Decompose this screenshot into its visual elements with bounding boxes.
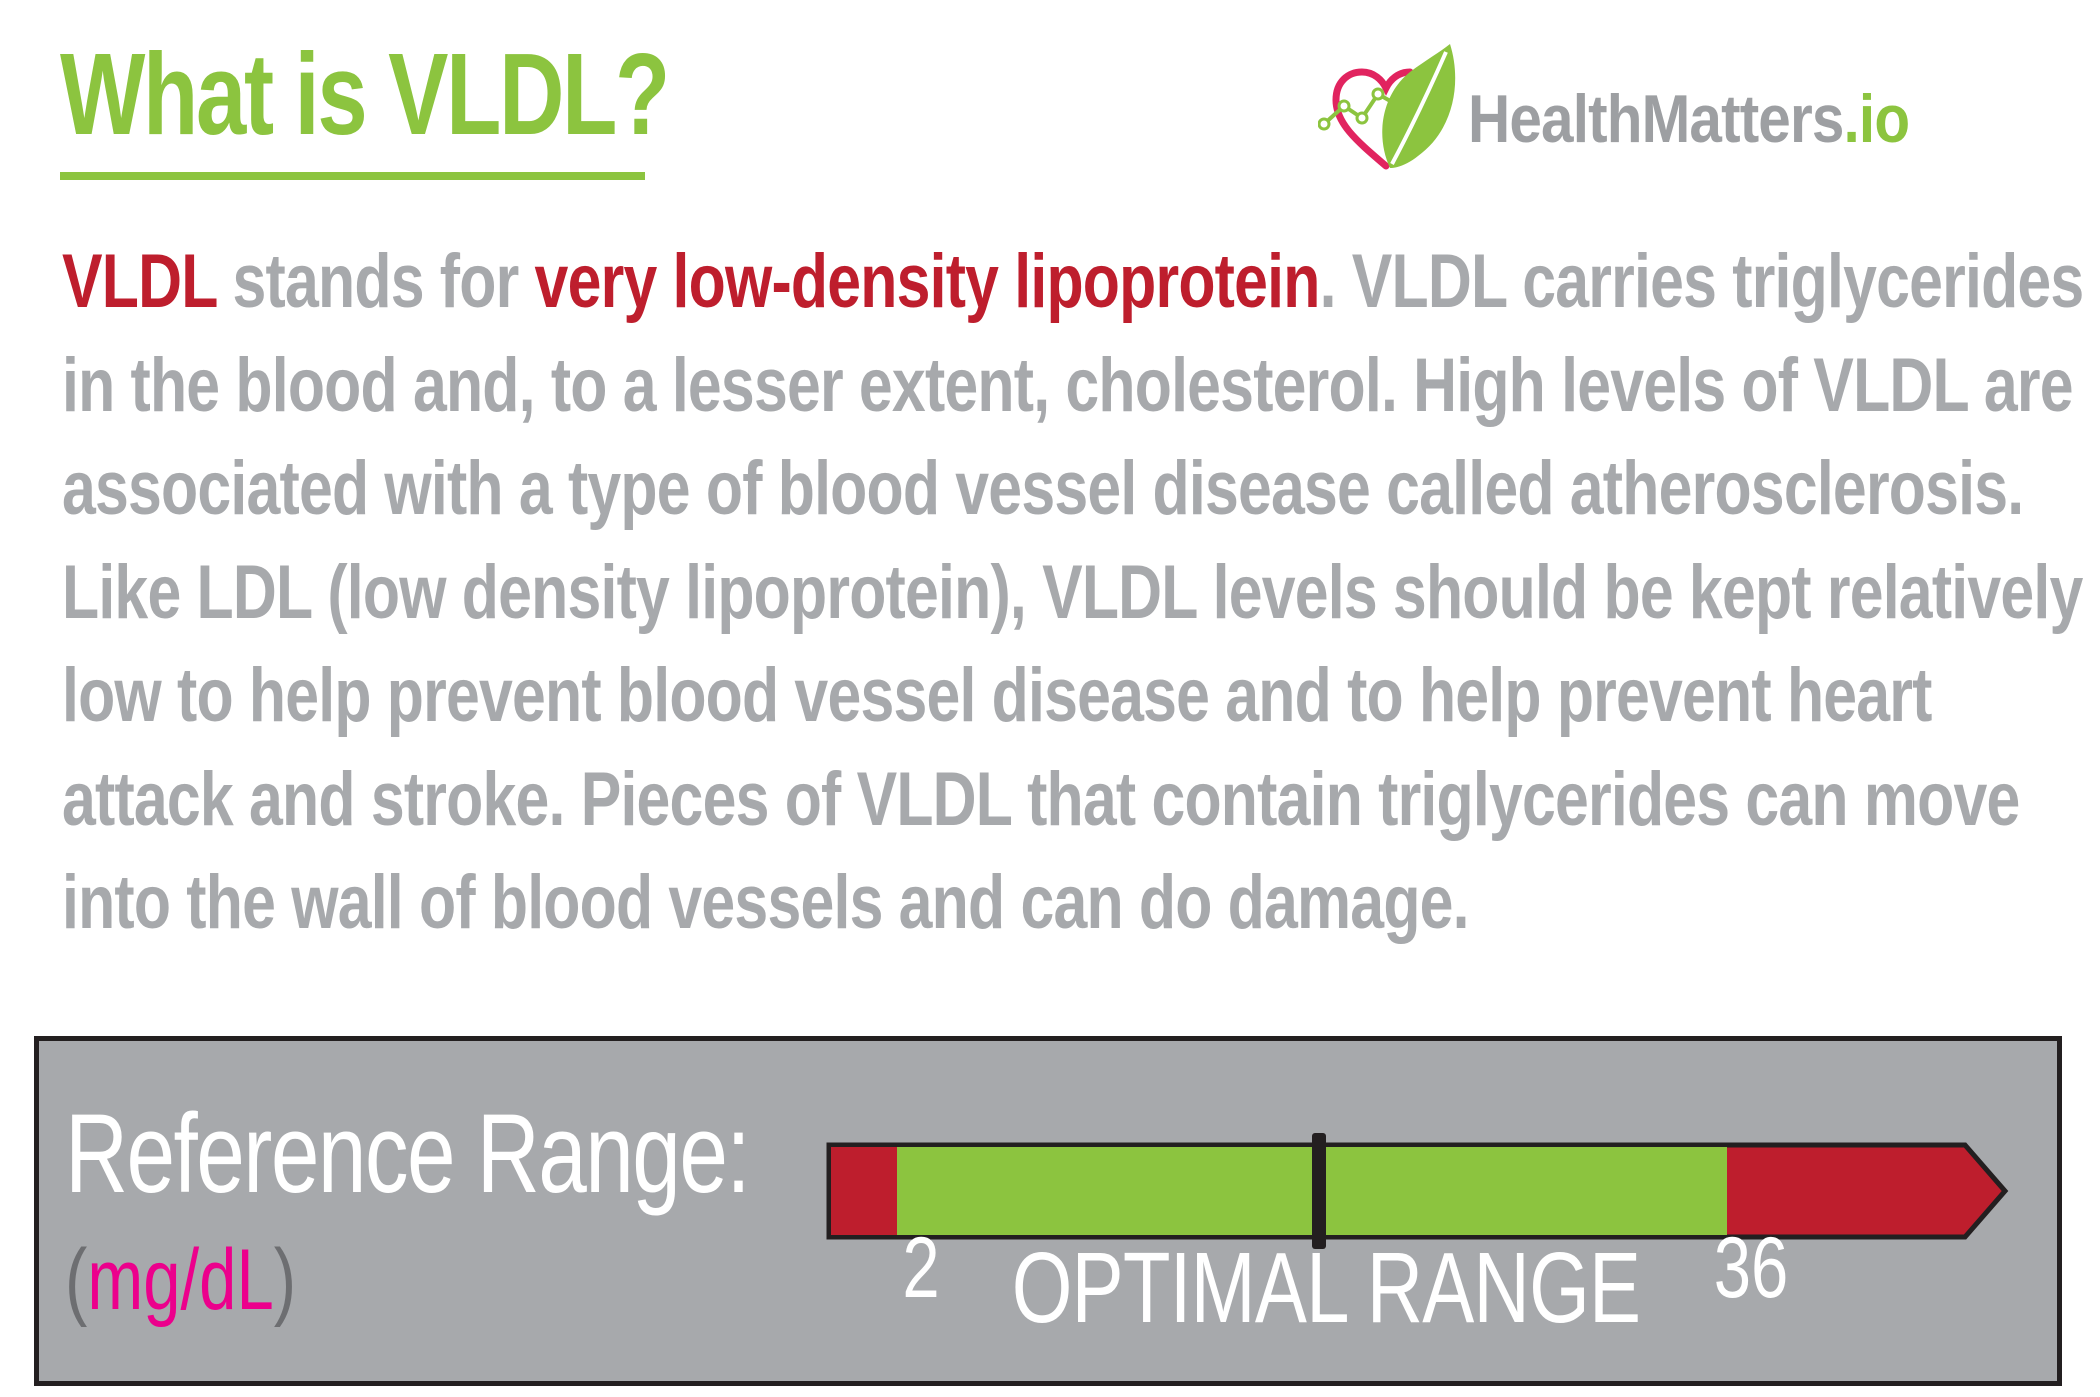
- reference-range-panel: Reference Range: (mg/dL) 2 36 OPTIMAL RA…: [34, 1036, 2062, 1386]
- description-text-1: stands for: [216, 239, 535, 324]
- reference-range-title: Reference Range:: [65, 1091, 751, 1216]
- range-low-segment: [831, 1147, 897, 1235]
- optimal-range-label: OPTIMAL RANGE: [1011, 1232, 1641, 1344]
- reference-range-unit: (mg/dL): [65, 1231, 296, 1330]
- brand-name-main: HealthMatters: [1468, 81, 1844, 157]
- brand-logo: HealthMatters.io: [1318, 38, 1978, 178]
- brand-name: HealthMatters.io: [1468, 80, 1911, 158]
- term-expansion: very low-density lipoprotein: [534, 239, 1321, 324]
- page-title: What is VLDL?: [60, 29, 670, 159]
- range-marker: [1312, 1133, 1326, 1249]
- description-paragraph: VLDL stands for very low-density lipopro…: [62, 230, 2100, 955]
- unit-open-paren: (: [65, 1232, 88, 1328]
- range-scale: [826, 1133, 2009, 1249]
- range-high-value: 36: [1713, 1220, 1789, 1316]
- unit-label: mg/dL: [87, 1232, 274, 1328]
- title-underline: [60, 172, 645, 180]
- brand-name-tld: .io: [1843, 81, 1911, 157]
- unit-close-paren: ): [273, 1232, 297, 1328]
- heart-leaf-logo-icon: [1318, 44, 1456, 170]
- description-text-2: . VLDL carries triglycerides in the bloo…: [62, 239, 2084, 945]
- range-low-value: 2: [902, 1220, 940, 1316]
- term-vldl: VLDL: [62, 239, 217, 324]
